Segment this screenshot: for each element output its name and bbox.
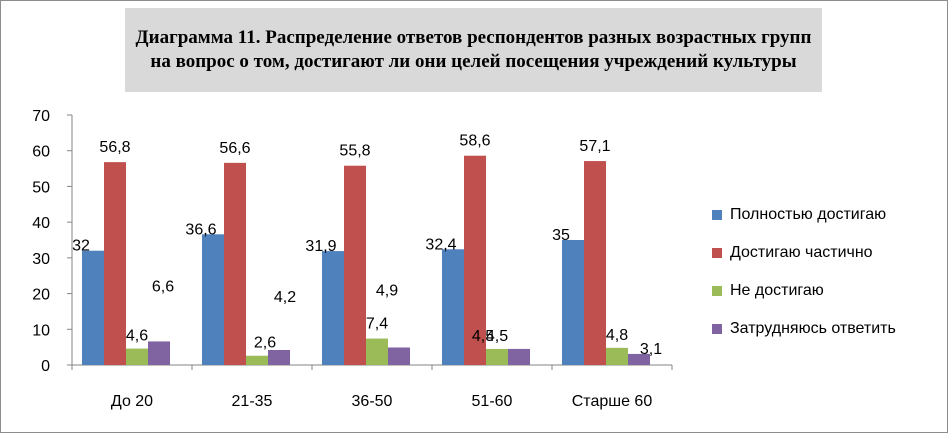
bar — [562, 240, 584, 365]
bar — [606, 347, 628, 365]
legend-item: Затрудняюсь ответить — [712, 310, 896, 348]
bar — [464, 155, 486, 365]
data-label: 36,6 — [185, 221, 216, 238]
legend-item: Не достигаю — [712, 272, 896, 310]
data-label: 7,4 — [366, 316, 388, 333]
data-label: 32,4 — [425, 236, 456, 253]
bar — [126, 348, 148, 365]
bar — [366, 338, 388, 365]
legend-swatch — [712, 210, 722, 220]
bar — [322, 251, 344, 365]
chart-title: Диаграмма 11. Распределение ответов респ… — [135, 27, 812, 72]
bar — [344, 165, 366, 365]
data-label: 4,2 — [274, 289, 296, 306]
bar — [388, 347, 410, 365]
legend-swatch — [712, 286, 722, 296]
legend-label: Полностью достигаю — [730, 206, 887, 223]
data-label: 3,1 — [640, 341, 662, 358]
x-tick-label: 51-60 — [472, 393, 513, 410]
data-label: 2,6 — [254, 335, 276, 352]
y-tick-label: 10 — [32, 322, 50, 339]
y-tick-label: 70 — [32, 108, 50, 125]
bar — [148, 341, 170, 365]
bar — [442, 249, 464, 365]
legend-swatch — [712, 324, 722, 334]
legend-item: Достигаю частично — [712, 234, 896, 272]
legend-label: Затрудняюсь ответить — [730, 320, 896, 337]
x-tick-label: Старше 60 — [572, 393, 653, 410]
y-tick-label: 30 — [32, 251, 50, 268]
bar — [246, 355, 268, 365]
x-tick-label: 21-35 — [232, 393, 273, 410]
data-label: 4,5 — [486, 328, 508, 345]
data-label: 31,9 — [305, 238, 336, 255]
bar — [224, 162, 246, 365]
bar — [82, 250, 104, 365]
data-label: 55,8 — [339, 143, 370, 160]
x-tick-label: 36-50 — [352, 393, 393, 410]
bar — [508, 348, 530, 365]
legend-swatch — [712, 248, 722, 258]
y-tick-label: 60 — [32, 144, 50, 161]
legend-label: Не достигаю — [730, 282, 824, 299]
legend-label: Достигаю частично — [730, 244, 873, 261]
y-tick-label: 0 — [41, 358, 50, 375]
bar — [486, 348, 508, 365]
y-tick-label: 40 — [32, 215, 50, 232]
chart-title-box: Диаграмма 11. Распределение ответов респ… — [125, 8, 822, 92]
data-label: 4,9 — [376, 283, 398, 300]
bar — [268, 350, 290, 365]
data-label: 4,5 — [472, 328, 494, 345]
data-label: 56,8 — [99, 139, 130, 156]
bar — [628, 353, 650, 365]
y-tick-label: 50 — [32, 179, 50, 196]
bar — [584, 161, 606, 365]
bar — [104, 162, 126, 365]
chart-legend: Полностью достигаю Достигаю частично Не до… — [712, 196, 896, 348]
data-label: 35 — [552, 227, 570, 244]
bar — [202, 234, 224, 365]
x-tick-label: До 20 — [111, 393, 153, 410]
data-label: 58,6 — [459, 133, 490, 150]
data-label: 57,1 — [579, 138, 610, 155]
data-label: 32 — [72, 238, 90, 255]
data-label: 4,6 — [126, 328, 148, 345]
data-label: 56,6 — [219, 140, 250, 157]
data-label: 6,6 — [152, 278, 174, 295]
legend-item: Полностью достигаю — [712, 196, 896, 234]
data-label: 4,8 — [606, 327, 628, 344]
y-tick-label: 20 — [32, 287, 50, 304]
